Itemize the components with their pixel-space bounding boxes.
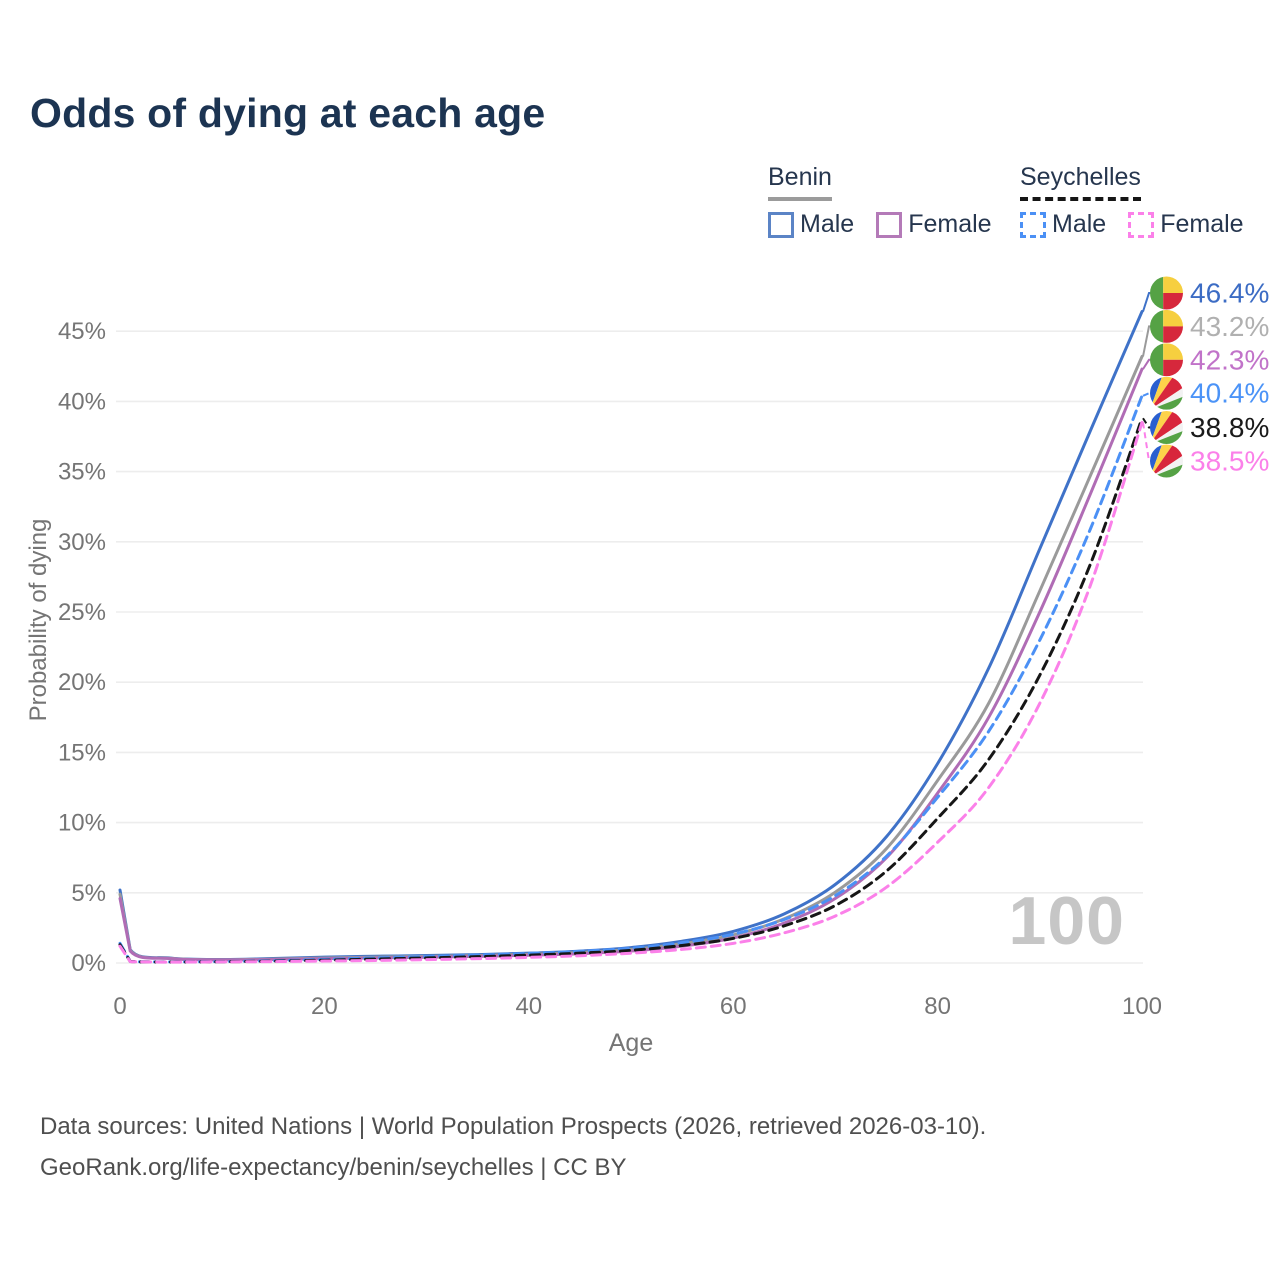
end-label-seychelles-both: 38.8% <box>1190 412 1269 443</box>
y-tick-label: 0% <box>71 950 106 977</box>
y-tick-label: 40% <box>58 388 106 415</box>
legend-item-seychelles-male[interactable]: Male <box>1020 210 1106 239</box>
flag-icon-seychelles <box>1150 444 1183 478</box>
flag-icon-benin <box>1150 276 1183 310</box>
x-axis-title: Age <box>609 1029 653 1057</box>
flag-icon-seychelles <box>1150 411 1183 444</box>
series-line-benin-both <box>118 354 1144 962</box>
x-tick-label: 20 <box>311 993 338 1020</box>
series-line-seychelles-both <box>118 416 1144 964</box>
flag-icon-seychelles <box>1150 376 1183 410</box>
age-watermark: 100 <box>1009 883 1125 959</box>
leader-line-benin-male <box>1142 292 1151 312</box>
end-label-benin-male: 46.4% <box>1190 278 1269 309</box>
end-label-benin-both: 43.2% <box>1190 311 1269 342</box>
x-tick-label: 100 <box>1122 993 1162 1020</box>
x-tick-label: 40 <box>515 993 542 1020</box>
legend-item-seychelles-female[interactable]: Female <box>1128 210 1244 239</box>
legend-item-benin-male[interactable]: Male <box>768 210 854 239</box>
end-label-seychelles-female: 38.5% <box>1190 446 1269 477</box>
y-tick-label: 30% <box>58 529 106 556</box>
y-tick-label: 5% <box>71 880 106 907</box>
legend-label-benin-female: Female <box>908 210 992 238</box>
end-label-seychelles-male: 40.4% <box>1190 378 1269 409</box>
x-tick-label: 0 <box>113 993 126 1020</box>
y-tick-label: 10% <box>58 810 106 837</box>
series-line-benin-female <box>118 367 1144 962</box>
seychelles-female-swatch-icon <box>1128 211 1155 238</box>
series-line-seychelles-female <box>118 420 1144 964</box>
legend-label-seychelles-male: Male <box>1052 210 1107 238</box>
x-tick-label: 60 <box>720 993 747 1020</box>
legend-item-benin-female[interactable]: Female <box>876 210 992 239</box>
legend-label-seychelles-female: Female <box>1160 210 1244 238</box>
y-axis-title: Probability of dying <box>25 519 52 722</box>
y-tick-label: 15% <box>58 739 106 766</box>
legend-group-benin: Benin Male Female <box>768 163 1014 239</box>
legend-title-benin[interactable]: Benin <box>768 163 832 201</box>
series-line-seychelles-male <box>118 394 1144 964</box>
source-attribution: Data sources: United Nations | World Pop… <box>40 1106 1240 1188</box>
data-source-line: Data sources: United Nations | World Pop… <box>40 1113 987 1140</box>
benin-male-swatch-icon <box>768 211 794 238</box>
legend-group-seychelles: Seychelles Male Female <box>1020 163 1266 239</box>
seychelles-male-swatch-icon <box>1020 211 1046 238</box>
leader-line-benin-female <box>1142 358 1151 370</box>
x-tick-label: 80 <box>924 993 951 1020</box>
leader-line-benin-both <box>1142 325 1151 357</box>
legend-title-seychelles[interactable]: Seychelles <box>1020 163 1141 201</box>
legend-label-benin-male: Male <box>800 210 855 238</box>
license-line: GeoRank.org/life-expectancy/benin/seyche… <box>40 1154 627 1181</box>
chart-title: Odds of dying at each age <box>30 90 546 136</box>
flag-icon-benin <box>1150 309 1183 343</box>
y-tick-label: 25% <box>58 599 106 626</box>
y-tick-label: 35% <box>58 459 106 486</box>
y-tick-label: 20% <box>58 669 106 696</box>
benin-female-swatch-icon <box>876 211 903 238</box>
end-label-benin-female: 42.3% <box>1190 344 1269 375</box>
flag-icon-benin <box>1150 343 1183 377</box>
legend: Benin Male Female Seychelles Male <box>0 163 1280 253</box>
leader-line-seychelles-male <box>1142 392 1151 397</box>
series-line-benin-male <box>118 310 1144 961</box>
y-tick-label: 45% <box>58 318 106 345</box>
